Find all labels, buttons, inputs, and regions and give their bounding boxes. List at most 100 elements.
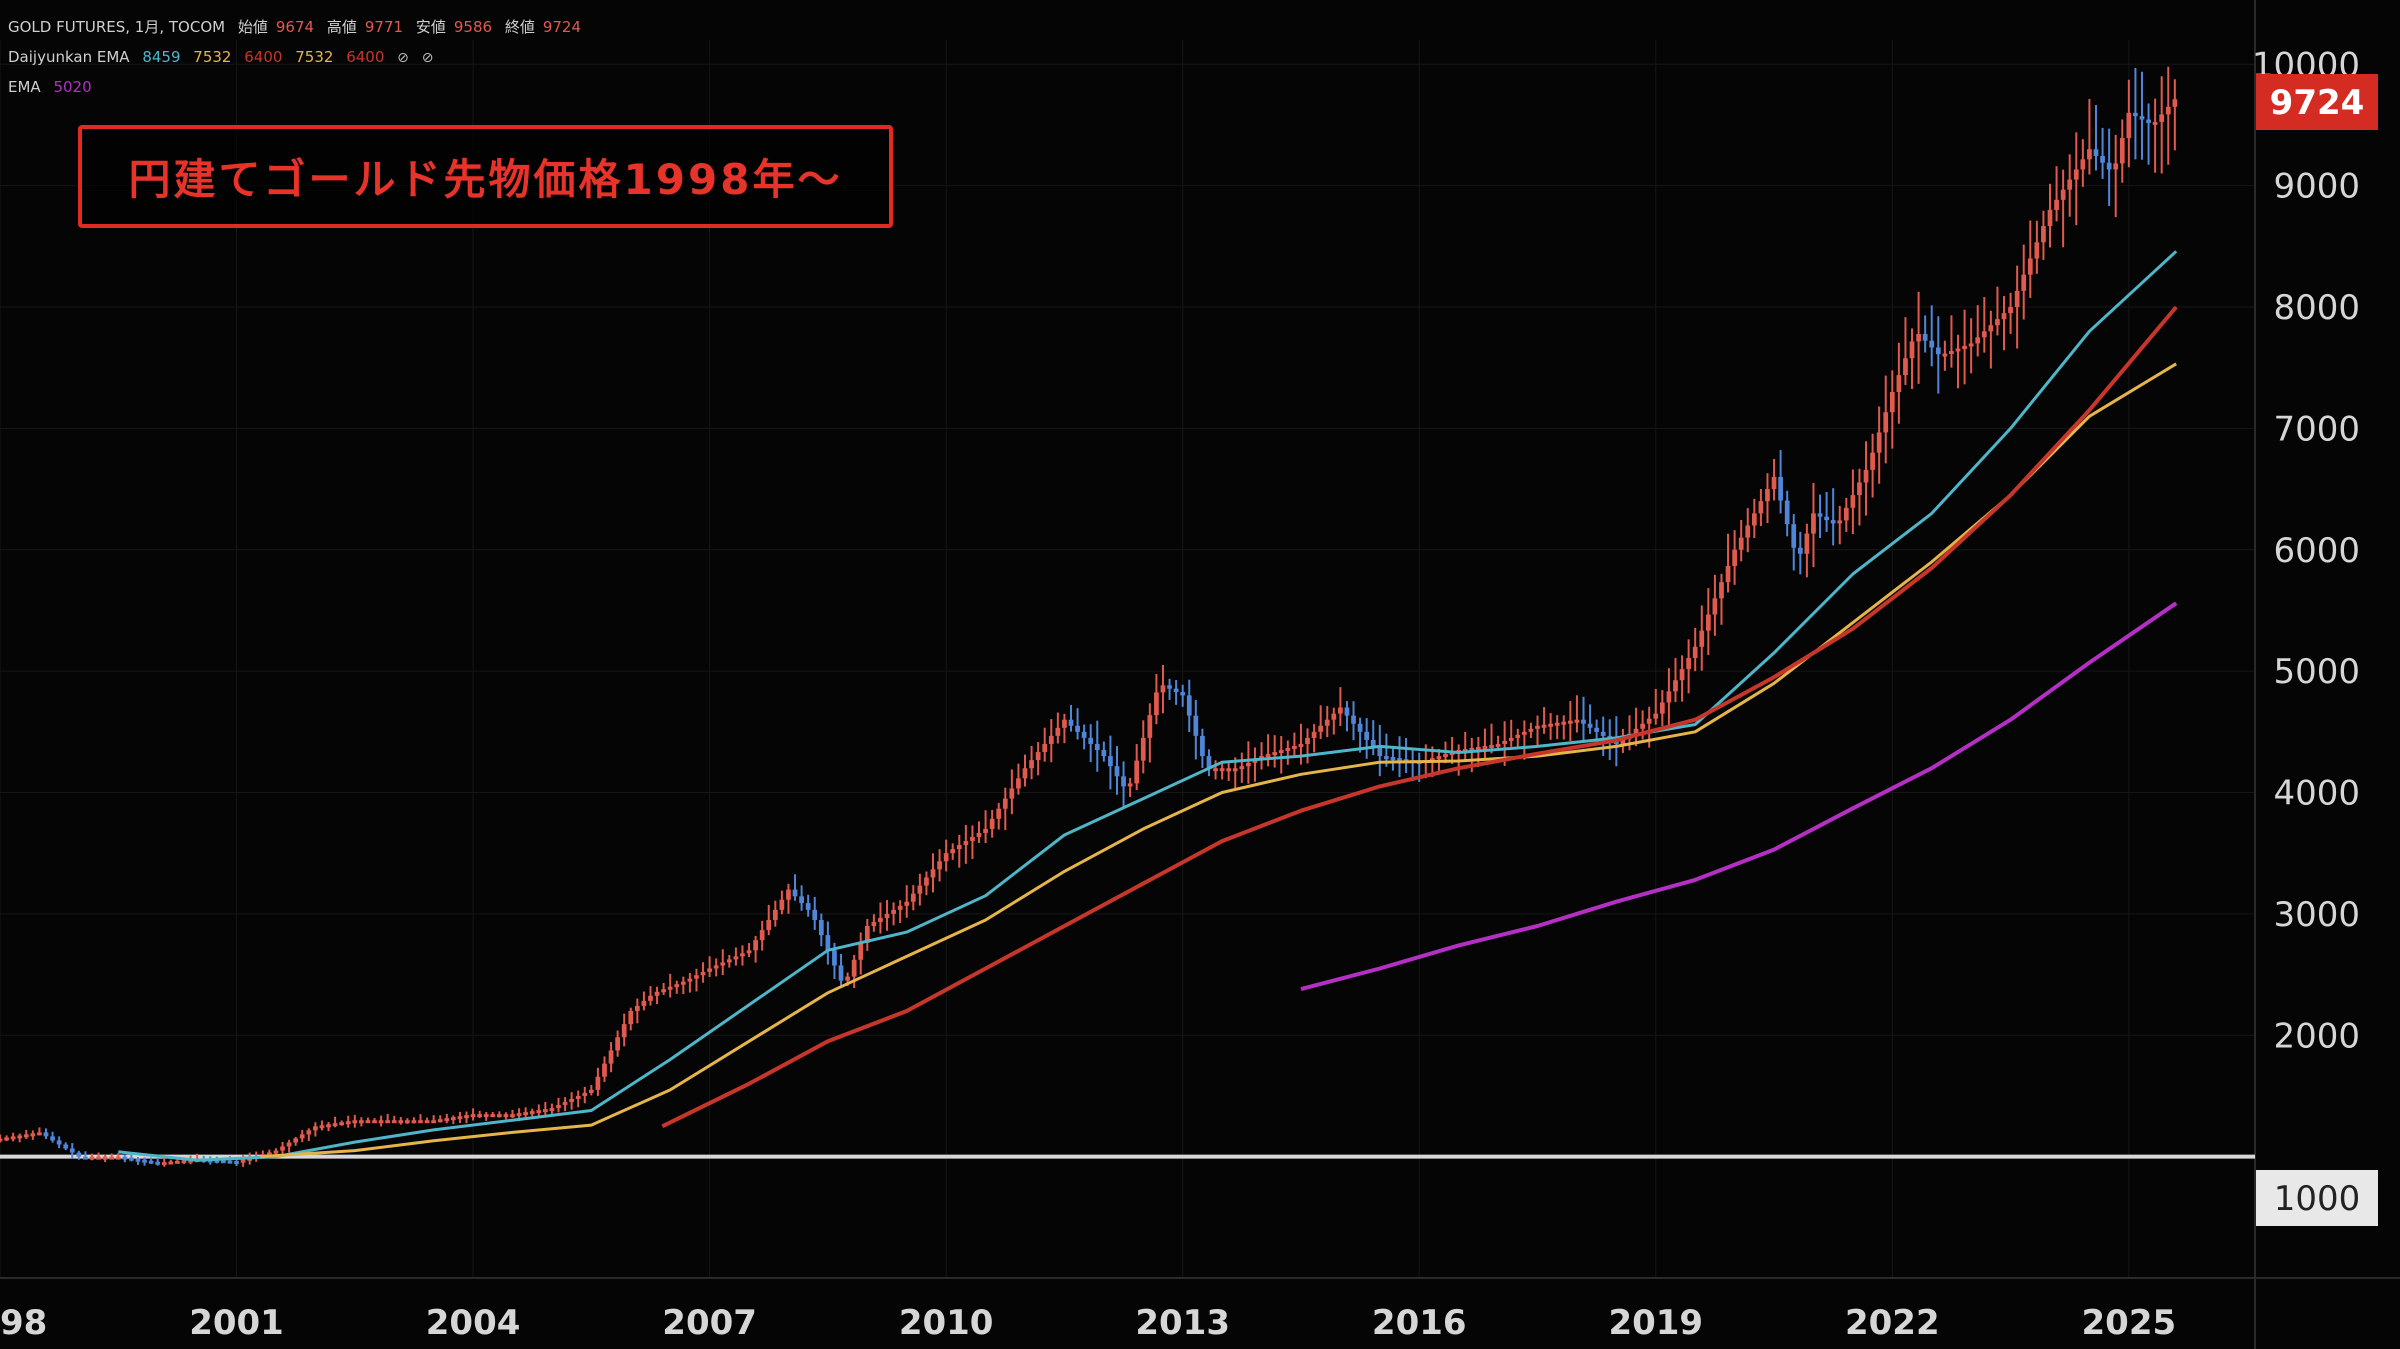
candle-body: [247, 1157, 253, 1161]
candle-body: [148, 1160, 154, 1164]
candle-body: [1758, 501, 1764, 514]
candle-body: [1265, 754, 1271, 758]
candle-body: [1876, 432, 1882, 453]
candle-body: [411, 1120, 417, 1124]
ema2-legend[interactable]: EMA 5020: [8, 78, 100, 96]
candle-body: [976, 832, 982, 838]
candle-body: [536, 1110, 542, 1114]
candle-body: [2060, 189, 2066, 200]
candle-body: [1140, 737, 1146, 761]
candle-body: [2093, 149, 2099, 156]
candle-body: [759, 930, 765, 941]
candle-body: [451, 1117, 456, 1121]
candle-body: [1042, 743, 1048, 753]
candle-body: [680, 981, 686, 985]
candle-body: [43, 1132, 49, 1137]
close-value: 9724: [542, 18, 582, 36]
candle-body: [1062, 719, 1067, 728]
ema-indicator-legend[interactable]: Daijyunkan EMA 8459 7532 6400 7532 6400 …: [8, 48, 441, 67]
hide-icon[interactable]: ⊘: [397, 50, 409, 66]
candle-body: [2146, 119, 2151, 123]
candle-body: [1719, 582, 1724, 599]
candle-body: [4, 1137, 9, 1141]
candle-body: [418, 1120, 423, 1124]
candle-body: [1620, 738, 1626, 744]
candle-body: [1108, 756, 1113, 767]
candle-body: [457, 1116, 463, 1120]
candle-body: [129, 1157, 134, 1161]
candle-body: [1784, 500, 1790, 525]
candle-body: [1449, 752, 1455, 756]
candle-body: [904, 901, 910, 906]
ema2-name: EMA: [8, 78, 41, 96]
candle-body: [1587, 723, 1593, 728]
candle-body: [556, 1105, 561, 1109]
candle-body: [339, 1122, 345, 1126]
candle-body: [2100, 155, 2105, 163]
candle-body: [2027, 258, 2033, 275]
candle-body: [2119, 138, 2125, 164]
level-tag-bg: [2256, 1170, 2378, 1226]
candle-body: [326, 1124, 331, 1128]
price-tag-bg: [2256, 74, 2378, 130]
candle-body: [897, 905, 903, 910]
y-tick-label: 8000: [2273, 288, 2360, 328]
axis-tags: 9724 1000: [2256, 74, 2378, 1226]
candle-body: [1285, 748, 1291, 752]
candle-body: [319, 1125, 325, 1129]
candle-body: [983, 828, 988, 833]
settings-icon[interactable]: ⊘: [421, 50, 434, 66]
candle-body: [483, 1114, 489, 1118]
candle-body: [168, 1161, 174, 1165]
candle-body: [1909, 341, 1915, 359]
candle-body: [359, 1120, 364, 1124]
candle-body: [10, 1136, 16, 1140]
candle-body: [1765, 489, 1770, 502]
candle-body: [267, 1152, 272, 1156]
candle-body: [1489, 744, 1494, 748]
y-tick-label: 6000: [2273, 531, 2360, 571]
candle-body: [1035, 752, 1041, 761]
candle-body: [1094, 743, 1100, 751]
candle-body: [109, 1156, 115, 1160]
candle-body: [1942, 353, 1948, 357]
candle-body: [2080, 159, 2086, 170]
candle-body: [1134, 760, 1140, 784]
candle-body: [956, 845, 962, 850]
candle-body: [391, 1120, 397, 1124]
candle-body: [1206, 756, 1212, 769]
candle-body: [1981, 331, 1987, 338]
candle-body: [1922, 333, 1928, 341]
candle-body: [372, 1120, 377, 1124]
candle-body: [490, 1114, 496, 1118]
candle-body: [2047, 209, 2053, 227]
candle-body: [1548, 723, 1554, 727]
ema-lines: [118, 250, 2178, 1162]
candle-body: [516, 1113, 522, 1117]
x-axis: 1998 2001 2004 2007 2010 2013 2016 2019 2022 2025: [0, 1303, 2176, 1343]
ema-line-4: [1300, 601, 2178, 992]
candle-body: [1850, 495, 1856, 508]
candle-body: [2139, 116, 2145, 120]
ema-indicator-name: Daijyunkan EMA: [8, 48, 130, 66]
candle-body: [1101, 750, 1107, 757]
candle-body: [1903, 358, 1908, 376]
candle-body: [1574, 719, 1580, 723]
x-tick-label: 2025: [2082, 1303, 2177, 1343]
candle-body: [1830, 520, 1836, 524]
candle-body: [470, 1114, 476, 1118]
candle-body: [378, 1120, 384, 1124]
candle-body: [1515, 734, 1521, 738]
candle-body: [1968, 343, 1974, 347]
candle-body: [1436, 756, 1442, 760]
candle-body: [1857, 482, 1862, 496]
candle-body: [2073, 169, 2079, 180]
candle-body: [582, 1092, 588, 1096]
ema-line-2: [260, 362, 2177, 1159]
candle-body: [69, 1148, 75, 1153]
candle-body: [1705, 614, 1711, 631]
candle-body: [37, 1132, 42, 1136]
candle-body: [569, 1098, 574, 1103]
candle-body: [989, 818, 995, 829]
